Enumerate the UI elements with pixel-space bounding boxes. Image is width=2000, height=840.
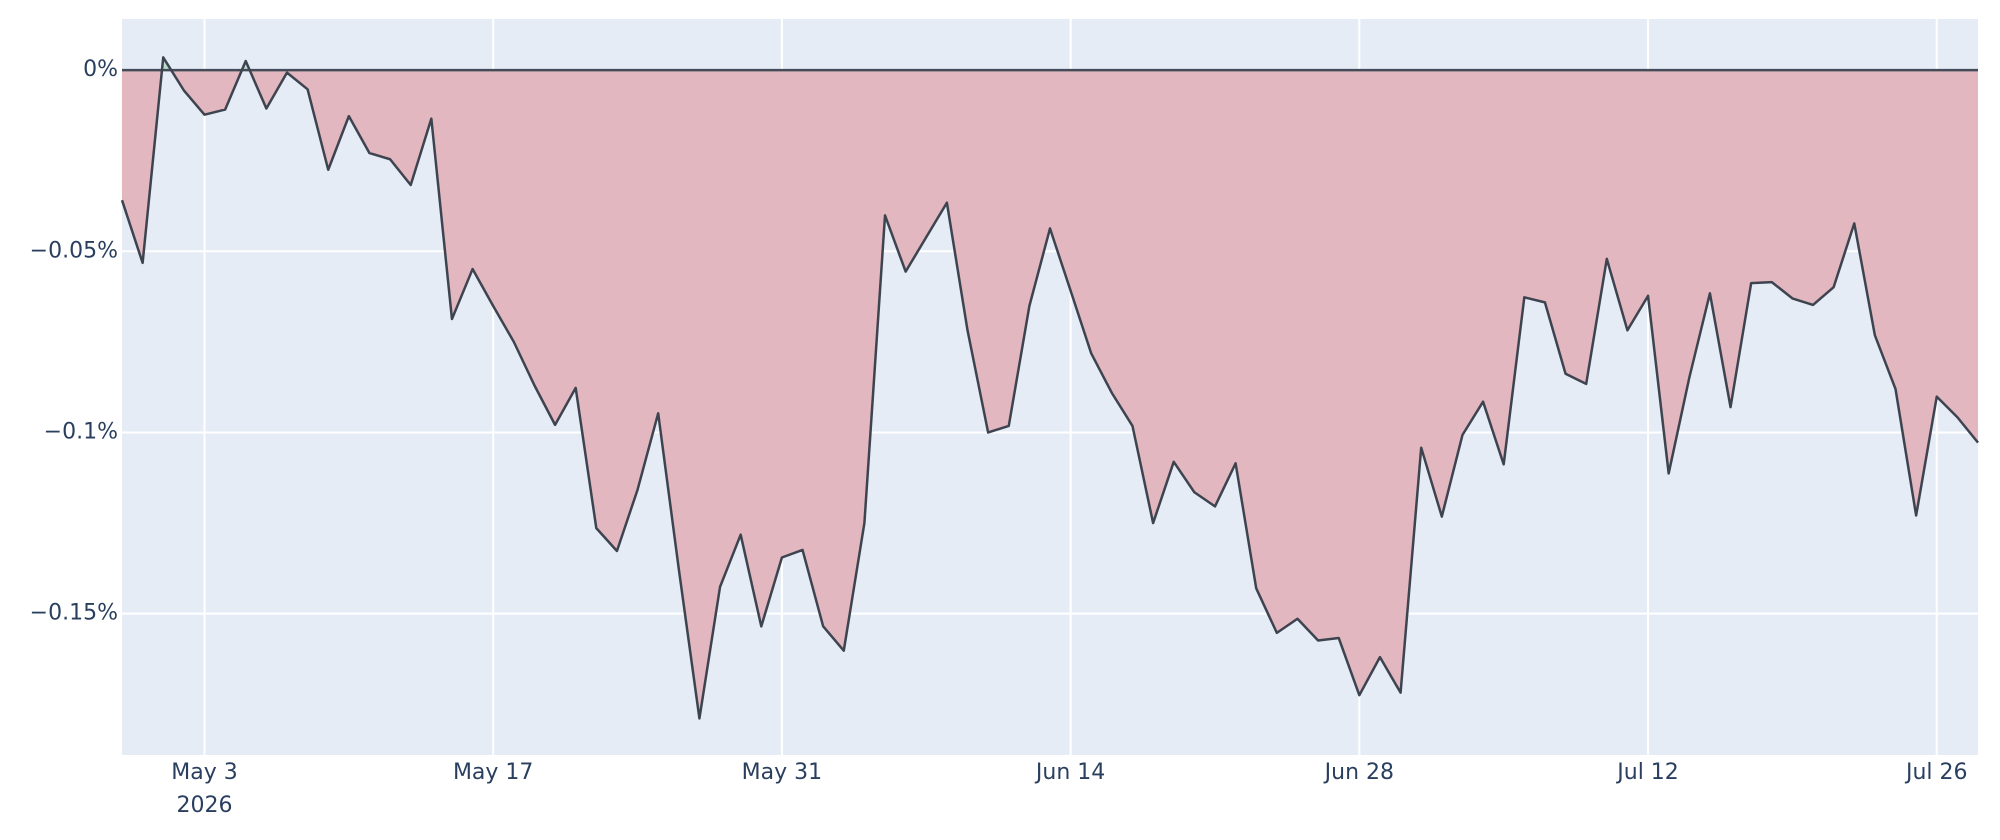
y-tick-label: −0.15% — [30, 601, 118, 626]
y-tick-label: −0.1% — [44, 419, 118, 444]
x-tick-label: May 3 — [171, 760, 237, 785]
x-year-label: 2026 — [176, 793, 232, 818]
y-tick-label: 0% — [83, 57, 118, 82]
x-tick-label: Jul 26 — [1904, 760, 1968, 785]
line — [120, 56, 1979, 720]
x-tick-label: Jul 12 — [1615, 760, 1679, 785]
x-tick-label: Jun 28 — [1323, 760, 1394, 785]
x-tick-label: Jun 14 — [1034, 760, 1105, 785]
x-tick-label: May 31 — [742, 760, 822, 785]
area-negative — [122, 70, 1978, 719]
y-tick-label: −0.05% — [30, 238, 118, 263]
x-tick-label: May 17 — [453, 760, 533, 785]
